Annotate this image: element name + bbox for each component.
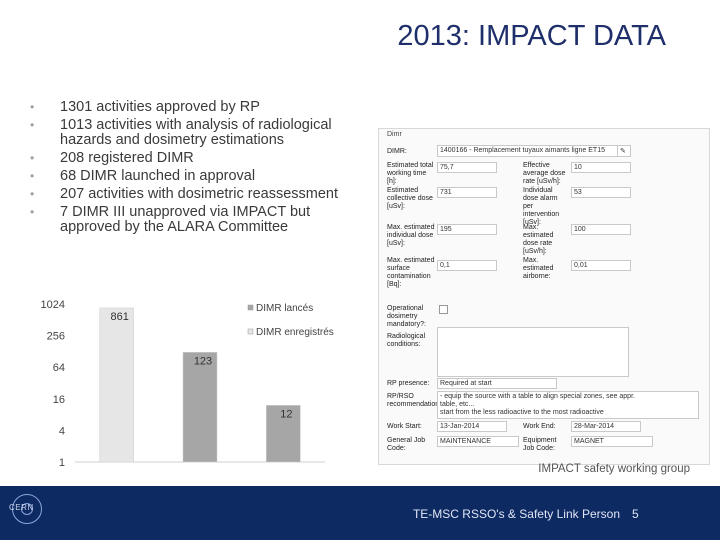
- work-end-field[interactable]: 28-Mar-2014: [571, 421, 641, 432]
- bullet-item: 208 registered DIMR: [30, 151, 360, 167]
- edit-icon[interactable]: ✎: [617, 145, 631, 157]
- dimr-field[interactable]: 1400166 - Remplacement tuyaux aimants li…: [437, 145, 627, 157]
- form-row-right-label: Individual dose alarm per intervention […: [523, 187, 560, 226]
- bar: [266, 405, 301, 463]
- logo-text: CERN: [9, 503, 34, 512]
- y-tick-label: 4: [59, 425, 65, 437]
- working-group-label: IMPACT safety working group: [538, 463, 690, 475]
- data-label: 123: [194, 355, 212, 367]
- equipment-job-code-select[interactable]: MAGNET: [571, 436, 653, 447]
- footer-text: TE-MSC RSSO's & Safety Link Person: [412, 507, 620, 521]
- y-tick-label: 1024: [41, 299, 65, 311]
- operational-dosimetry-checkbox[interactable]: [439, 305, 448, 314]
- form-row-left-field[interactable]: 195: [437, 224, 497, 235]
- footer-bar: [0, 486, 720, 540]
- dimr-chart-svg: 1024 256 64 16 4 1 DIMR I 861 DIMR II 123 DIMR III…: [41, 299, 334, 481]
- form-row-right-field[interactable]: 100: [571, 224, 631, 235]
- form-row-right-label: Max. estimated airborne:: [523, 257, 554, 280]
- form-row-right-label: Effective average dose rate [uSv/h]:: [523, 162, 566, 185]
- equipment-job-code-label: Equipment Job Code:: [523, 437, 557, 452]
- radiological-conditions-field[interactable]: [437, 327, 629, 377]
- bullet-item: 68 DIMR launched in approval: [30, 169, 360, 185]
- recommendation-label: RP/RSO recommendation:: [387, 393, 442, 408]
- general-job-code-select[interactable]: MAINTENANCE: [437, 436, 519, 447]
- rp-presence-label: RP presence:: [387, 380, 430, 387]
- recommendation-field[interactable]: - equip the source with a table to align…: [437, 391, 699, 419]
- legend-swatch: [247, 328, 254, 335]
- cern-logo-icon: [12, 494, 42, 524]
- dimr-chart: 1024 256 64 16 4 1 DIMR I 861 DIMR II 123 DIMR III…: [30, 290, 360, 481]
- x-tick-label: DIMR II: [181, 469, 218, 470]
- dimr-label: DIMR:: [387, 148, 407, 155]
- form-row-left-field[interactable]: 0,1: [437, 260, 497, 271]
- slide-title: 2013: IMPACT DATA: [397, 20, 666, 52]
- rp-presence-field[interactable]: Required at start: [437, 378, 557, 389]
- form-row-left-field[interactable]: 731: [437, 187, 497, 198]
- form-row-left-label: Estimated collective dose [uSv]:: [387, 187, 433, 210]
- bullet-item: 1013 activities with analysis of radiolo…: [30, 118, 360, 148]
- operational-dosimetry-label: Operational dosimetry mandatory?:: [387, 305, 426, 328]
- recommendation-line: table, etc...: [440, 401, 475, 408]
- form-header: Dimr: [387, 131, 402, 138]
- data-label: 861: [110, 311, 128, 323]
- form-row-right-label: Max. estimated dose rate [uSv/h]:: [523, 224, 554, 255]
- y-tick-label: 64: [53, 362, 65, 374]
- dimr-form-screenshot: Dimr DIMR: 1400166 - Remplacement tuyaux…: [378, 128, 710, 465]
- bullet-item: 207 activities with dosimetric reassessm…: [30, 187, 360, 203]
- bullet-item: 7 DIMR III unapproved via IMPACT but app…: [30, 205, 360, 235]
- x-tick-label: DIMR I: [100, 469, 134, 470]
- bullet-item: 1301 activities approved by RP: [30, 100, 360, 116]
- general-job-code-label: General Job Code:: [387, 437, 426, 452]
- form-row-left-label: Max. estimated surface contamination [Bq…: [387, 257, 435, 288]
- form-row-left-label: Max. estimated individual dose [uSv]:: [387, 224, 435, 247]
- work-start-field[interactable]: 13-Jan-2014: [437, 421, 507, 432]
- x-tick-label: DIMR III: [263, 469, 303, 470]
- y-tick-label: 16: [53, 394, 65, 406]
- bar: [99, 307, 134, 463]
- radiological-conditions-label: Radiological conditions:: [387, 333, 426, 348]
- bullet-list: 1301 activities approved by RP 1013 acti…: [30, 100, 360, 238]
- data-label: 12: [280, 408, 292, 420]
- form-row-left-label: Estimated total working time [h]:: [387, 162, 434, 185]
- recommendation-line: - equip the source with a table to align…: [440, 393, 635, 400]
- bar: [182, 352, 218, 463]
- y-tick-label: 1: [59, 457, 65, 469]
- form-row-right-field[interactable]: 53: [571, 187, 631, 198]
- legend-label: DIMR lancés: [256, 303, 313, 314]
- form-row-right-field[interactable]: 0,01: [571, 260, 631, 271]
- legend-swatch: [247, 304, 254, 311]
- work-end-label: Work End:: [523, 423, 556, 430]
- form-row-left-field[interactable]: 75,7: [437, 162, 497, 173]
- work-start-label: Work Start:: [387, 423, 422, 430]
- page-number: 5: [632, 507, 639, 521]
- y-tick-label: 256: [47, 331, 65, 343]
- form-row-right-field[interactable]: 10: [571, 162, 631, 173]
- legend-label: DIMR enregistrés: [256, 327, 334, 338]
- recommendation-line: start from the less radioactive to the m…: [440, 409, 604, 416]
